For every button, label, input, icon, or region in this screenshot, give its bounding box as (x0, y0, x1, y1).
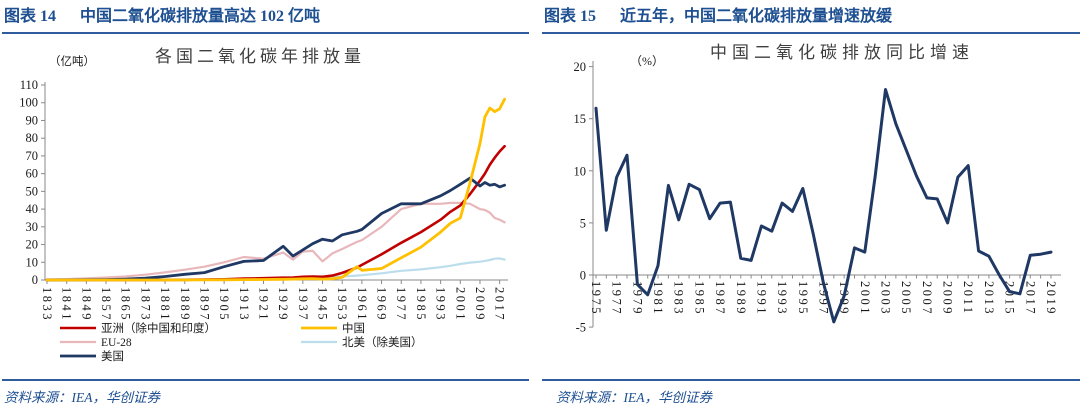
x-tick-label: 1993 (434, 287, 448, 322)
figure-14-label: 图表 14 (4, 8, 57, 25)
chart-title: 各国二氧化碳年排放量 (155, 47, 365, 66)
legend-label: 北美（除美国） (342, 335, 423, 349)
y-tick-label: 15 (574, 112, 587, 126)
x-tick-label: 1983 (672, 281, 686, 316)
x-tick-label: 1989 (734, 281, 748, 316)
legend-label: 中国 (342, 322, 365, 335)
x-tick-label: 1905 (217, 287, 231, 322)
legend-item-北美（除美国）: 北美（除美国） (301, 335, 423, 349)
legend-item-中国: 中国 (301, 322, 365, 335)
x-tick-label: 1833 (40, 287, 54, 322)
x-tick-label: 2011 (961, 281, 975, 316)
legend-item-EU-28: EU-28 (60, 337, 132, 349)
chart-title: 中国二氧化碳排放同比增速 (710, 43, 974, 62)
legend-label: 亚洲（除中国和印度） (101, 321, 216, 335)
x-tick-label: 2009 (941, 281, 955, 316)
y-tick-label: 20 (26, 238, 39, 252)
figure-15-title: 近五年，中国二氧化碳排放量增速放缓 (620, 8, 893, 25)
figure-14-chart-area: 各国二氧化碳年排放量 （亿吨） 0 10 20 30 40 50 60 70 80 90 100 110 1… (2, 34, 529, 374)
x-tick-label: 1937 (296, 287, 310, 322)
x-tick-label: 2003 (879, 281, 893, 316)
x-tick-label: 1987 (713, 281, 727, 316)
y-tick-label: 100 (19, 96, 38, 110)
x-tick-label: 2005 (899, 281, 913, 316)
x-tick-label: 1889 (178, 287, 192, 322)
axes (589, 61, 1061, 328)
x-tick-label: 1929 (276, 287, 290, 322)
x-tick-label: 2017 (493, 287, 507, 322)
x-tick-label: 1897 (197, 287, 211, 322)
series-line-china-yoy (594, 88, 1053, 324)
y-tick-label: 20 (574, 60, 587, 74)
y-tick-label: 0 (580, 269, 586, 283)
x-tick-label: 1985 (414, 287, 428, 322)
y-tick-label: 80 (26, 131, 39, 145)
x-tick-label: 1997 (816, 281, 830, 316)
x-tick-label: 2013 (982, 281, 996, 316)
y-tick-label: 60 (26, 167, 39, 181)
x-tick-label: 1995 (796, 281, 810, 316)
x-tick-label: 2015 (1003, 281, 1017, 316)
y-tick-label: 70 (26, 149, 39, 163)
y-tick-label: -5 (576, 321, 586, 335)
x-tick-label: 1849 (79, 287, 93, 322)
y-tick-label: 90 (26, 113, 39, 127)
y-tick-label: 30 (26, 220, 39, 234)
x-tick-label: 1953 (335, 287, 349, 322)
x-tick-label: 2007 (920, 281, 934, 316)
x-tick-label: 2001 (858, 281, 872, 316)
x-tick-label: 1991 (754, 281, 768, 316)
x-tick-label: 1969 (375, 287, 389, 322)
figure-15-panel: 图表 15 近五年，中国二氧化碳排放量增速放缓 中国二氧化碳排放同比增速 （%） 20… (542, 4, 1080, 406)
x-tick-label: 1873 (138, 287, 152, 322)
x-tick-label: 1961 (355, 287, 369, 322)
legend-label: 美国 (101, 349, 124, 363)
y-tick-label: 0 (32, 273, 38, 287)
y-axis-unit-label: （%） (630, 54, 664, 68)
x-tick-label: 2019 (1044, 281, 1058, 316)
y-tick-label: 10 (26, 255, 39, 269)
y-tick-label: 50 (26, 184, 39, 198)
x-tick-label: 1981 (651, 281, 665, 316)
x-tick-label: 1975 (589, 281, 603, 316)
legend-item-亚洲（除中国和印度）: 亚洲（除中国和印度） (60, 321, 216, 335)
figure-15-header: 图表 15 近五年，中国二氧化碳排放量增速放缓 (542, 4, 1080, 34)
x-tick-label: 2001 (453, 287, 467, 322)
figure-15-chart-area: 中国二氧化碳排放同比增速 （%） 20 15 10 5 0 -5 1975 1977 1979 198… (542, 34, 1080, 374)
y-tick-label: 10 (574, 164, 587, 178)
x-tick-label: 1985 (692, 281, 706, 316)
x-tick-label: 1945 (316, 287, 330, 322)
y-tick-label: 110 (20, 78, 38, 92)
x-tick-label: 1857 (99, 287, 113, 322)
series-line-美国 (45, 176, 507, 282)
figure-15-source: 资料来源：IEA，华创证券 (542, 379, 1080, 406)
series-line-中国 (45, 97, 507, 282)
x-tick-label: 1865 (119, 287, 133, 322)
figure-15-label: 图表 15 (544, 8, 597, 25)
x-tick-label: 1993 (775, 281, 789, 316)
y-tick-label: 40 (26, 202, 39, 216)
legend-label: EU-28 (101, 337, 132, 349)
series-line-EU-28 (45, 201, 506, 281)
x-tick-label: 1913 (237, 287, 251, 322)
figure-14-header: 图表 14 中国二氧化碳排放量高达 102 亿吨 (2, 4, 529, 34)
x-tick-label: 1921 (256, 287, 270, 322)
figure-14-title: 中国二氧化碳排放量高达 102 亿吨 (80, 8, 321, 25)
figure-14-source: 资料来源：IEA，华创证券 (2, 379, 529, 406)
x-tick-label: 1977 (610, 281, 624, 316)
figure-14-panel: 图表 14 中国二氧化碳排放量高达 102 亿吨 各国二氧化碳年排放量 （亿吨） 0 1… (2, 4, 529, 406)
x-tick-label: 2017 (1023, 281, 1037, 316)
y-tick-label: 5 (580, 216, 586, 230)
x-tick-label: 1977 (394, 287, 408, 322)
emissions-by-country-chart: 各国二氧化碳年排放量 （亿吨） 0 10 20 30 40 50 60 70 80 90 100 110 1… (19, 47, 508, 363)
x-tick-label: 1841 (60, 287, 74, 322)
x-tick-label: 1881 (158, 287, 172, 322)
legend-item-美国: 美国 (60, 349, 124, 363)
series-line-亚洲（除中国和印度） (45, 144, 506, 282)
y-axis-unit-label: （亿吨） (49, 55, 95, 68)
x-tick-label: 2009 (473, 287, 487, 322)
